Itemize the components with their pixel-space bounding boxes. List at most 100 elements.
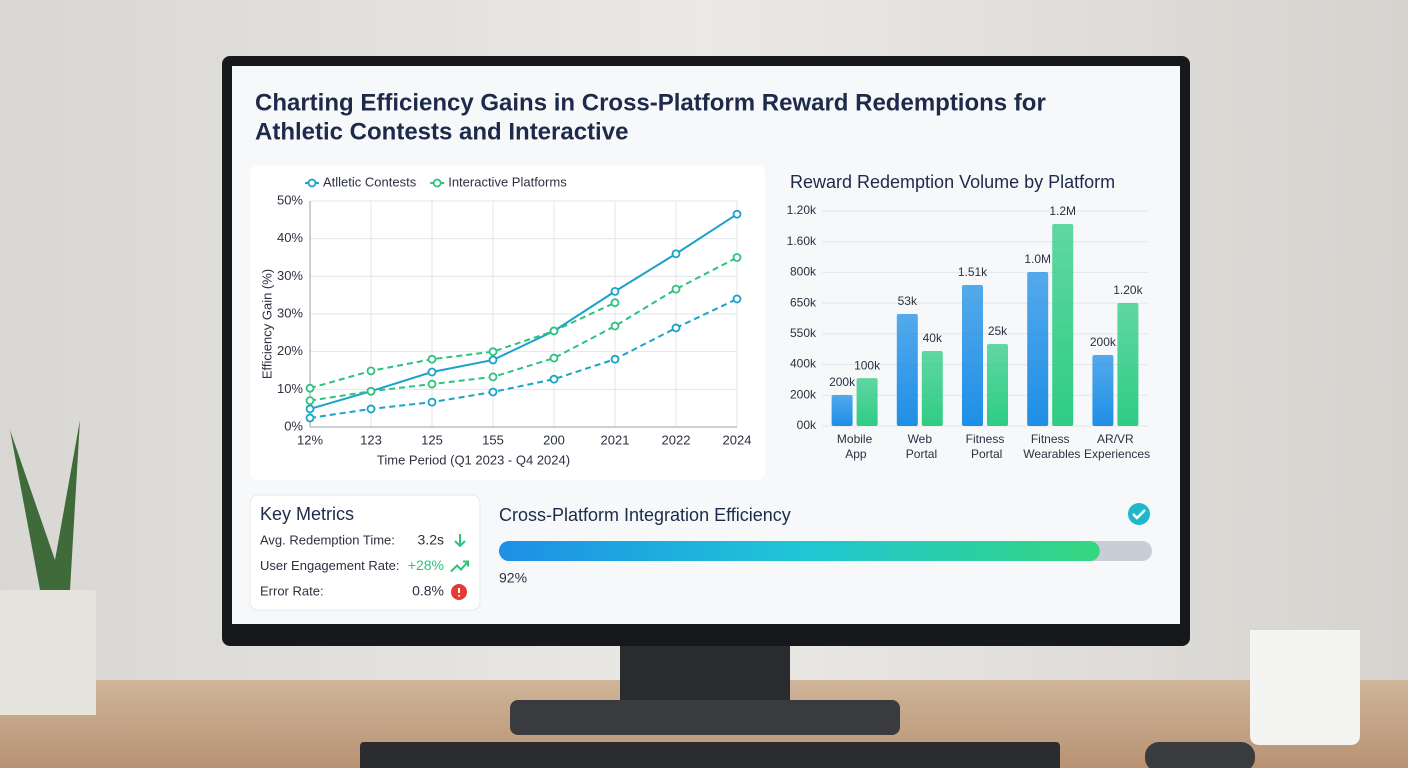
point [549,374,559,384]
y-tick-label: 1.20k [787,203,817,217]
point [366,386,376,396]
bar [1092,355,1114,426]
integration-title: Cross-Platform Integration Efficiency [499,505,791,525]
metric-label: User Engagement Rate: [260,558,399,573]
point [549,353,559,363]
page-title: Charting Efficiency Gains in Cross-Platf… [255,89,1046,116]
label-line: Fitness [966,432,1005,446]
series-line [309,301,616,390]
mouse [1145,742,1255,768]
x-tick-label: 12% [297,432,323,447]
x-tick-label: Fitness Portal [966,432,1005,461]
y-tick-label: 40% [277,230,303,245]
y-tick-label: 650k [790,295,817,309]
progress-fill [499,541,1100,561]
point [671,323,681,333]
chart-title: Reward Redemption Volume by Platform [790,172,1115,192]
keyboard [360,742,1060,768]
check-icon [1128,503,1150,525]
mug [1250,630,1360,745]
label-line: Portal [968,447,1003,461]
point [610,286,620,296]
x-tick-label: 125 [421,432,443,447]
data-label: 53k [898,294,918,308]
data-label: 1.0M [1024,252,1051,266]
point [305,396,315,406]
point [549,326,559,336]
y-tick-label: 200k [790,387,817,401]
data-label: 1.51k [958,265,988,279]
y-tick-label: 30% [277,305,303,320]
y-tick-label: 00k [797,418,817,432]
metrics-card [249,494,481,611]
check-mark [1132,509,1146,520]
y-tick-label: 1.60k [787,234,817,248]
y-axis-label: Efficiency Gain (%) [259,269,274,379]
label-line: Web [908,432,933,446]
y-tick-label: 10% [277,381,303,396]
line-card [250,165,765,480]
bar [1052,224,1074,426]
point [427,367,437,377]
legend-marker [432,178,442,188]
data-label: 200k [1090,335,1117,349]
bar [1117,302,1139,426]
series-line [309,298,738,419]
label-line: Fitness [1031,432,1070,446]
y-tick-label: 20% [277,343,303,358]
bar [896,314,918,426]
point [610,298,620,308]
point [488,355,498,365]
series-line [309,213,738,410]
point [305,383,315,393]
plant [10,420,80,590]
point [427,397,437,407]
series-line [309,256,738,402]
legend-label: Atlletic Contests [323,174,417,189]
point [671,249,681,259]
x-tick-label: 155 [482,432,504,447]
data-label: 100k [854,358,881,372]
bar [987,343,1008,426]
point [732,294,742,304]
label-line: Portal [902,447,937,461]
y-tick-label: 400k [790,357,817,371]
data-label: 200k [829,375,856,389]
label-line: Wearables [1020,447,1080,461]
data-label: 40k [923,331,943,345]
monitor-stand [620,640,790,710]
x-tick-label: Fitness Wearables [1020,432,1080,461]
bar [856,378,878,426]
point [488,372,498,382]
metric-label: Error Rate: [260,583,324,598]
label-line: App [843,447,867,461]
y-tick-label: 0% [284,418,303,433]
y-tick-label: 50% [277,192,303,207]
x-tick-label: Web Portal [902,432,937,461]
x-tick-label: 2024 [723,432,752,447]
point [610,354,620,364]
point [732,253,742,262]
point [366,366,376,376]
bar [1027,271,1049,426]
x-tick-label: 2022 [662,432,691,447]
bar [962,285,983,426]
metric-value: 3.2s [418,532,444,548]
x-tick-label: Mobile App [837,432,873,461]
point [305,413,315,423]
x-tick-label: 2021 [601,432,630,447]
integration-label: 92% [499,570,527,586]
legend-marker [307,178,317,188]
point [488,347,498,357]
metric-label: Avg. Redemption Time: [260,532,395,547]
bar [921,351,943,426]
point [427,354,437,364]
label-line: Mobile [837,432,873,446]
metric-value: 0.8% [412,583,444,599]
data-label: 25k [988,324,1008,338]
metric-value: +28% [408,557,444,573]
y-tick-label: 800k [790,265,817,279]
label-line: AR/VR [1097,432,1134,446]
label-line: Experiences [1081,447,1150,461]
